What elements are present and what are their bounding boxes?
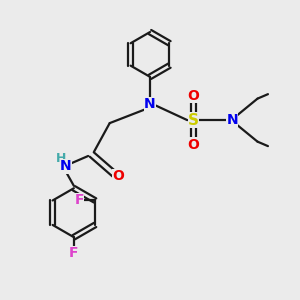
Text: H: H [56,152,66,165]
Text: N: N [226,113,238,127]
Text: F: F [69,246,79,260]
Text: F: F [75,194,84,208]
Text: O: O [188,138,199,152]
Text: N: N [60,159,72,173]
Text: S: S [188,112,199,128]
Text: N: N [144,97,156,111]
Text: O: O [188,89,199,103]
Text: O: O [112,169,124,183]
